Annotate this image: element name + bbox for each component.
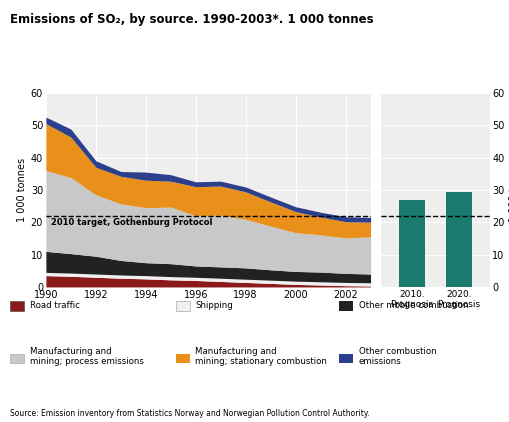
- Text: Other mobile combustion: Other mobile combustion: [358, 301, 467, 311]
- Text: Shipping: Shipping: [195, 301, 233, 311]
- Bar: [398, 200, 424, 287]
- Text: Emissions of SO₂, by source. 1990-2003*. 1 000 tonnes: Emissions of SO₂, by source. 1990-2003*.…: [10, 13, 373, 26]
- Text: Manufacturing and
mining; stationary combustion: Manufacturing and mining; stationary com…: [195, 347, 327, 366]
- Bar: [445, 192, 471, 287]
- Text: 2010 target, Gothenburg Protocol: 2010 target, Gothenburg Protocol: [51, 219, 212, 227]
- Y-axis label: 1 000 tonnes: 1 000 tonnes: [508, 158, 509, 222]
- Y-axis label: 1 000 tonnes: 1 000 tonnes: [17, 158, 26, 222]
- Text: Road traffic: Road traffic: [30, 301, 79, 311]
- Text: Manufacturing and
mining; process emissions: Manufacturing and mining; process emissi…: [30, 347, 143, 366]
- Text: Source: Emission inventory from Statistics Norway and Norwegian Pollution Contro: Source: Emission inventory from Statisti…: [10, 409, 369, 418]
- Text: Other combustion
emissions: Other combustion emissions: [358, 347, 435, 366]
